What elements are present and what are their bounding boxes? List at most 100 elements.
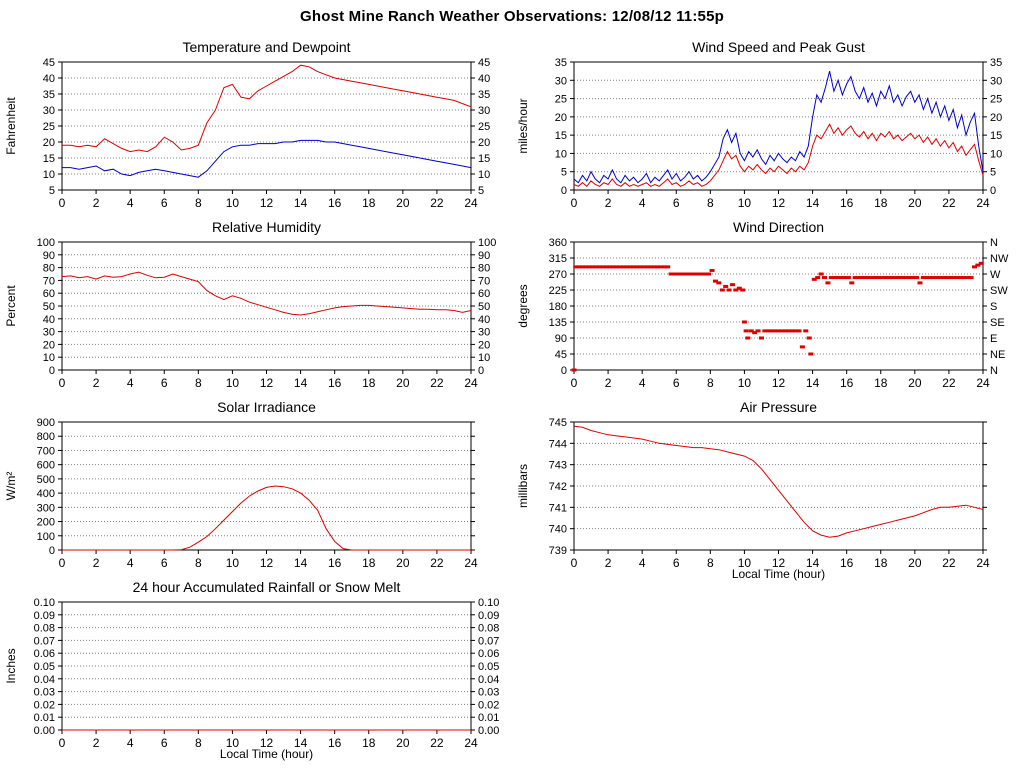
wind-direction-point xyxy=(702,272,708,276)
svg-text:0.09: 0.09 xyxy=(34,610,55,622)
wind-direction-point xyxy=(607,265,613,269)
svg-text:30: 30 xyxy=(990,75,1002,87)
svg-text:0: 0 xyxy=(561,365,567,377)
wind-direction-point xyxy=(593,265,599,269)
wind-direction-point xyxy=(675,272,681,276)
svg-text:10: 10 xyxy=(478,169,490,181)
svg-text:22: 22 xyxy=(430,196,444,210)
wind-direction-point xyxy=(893,276,899,280)
svg-text:20: 20 xyxy=(908,376,922,390)
wind-direction-point xyxy=(886,276,892,280)
svg-text:25: 25 xyxy=(990,94,1002,106)
svg-text:20: 20 xyxy=(990,112,1002,124)
svg-text:743: 743 xyxy=(549,460,567,472)
wind-direction-point xyxy=(620,265,626,269)
svg-text:80: 80 xyxy=(43,263,55,275)
y-axis-label: Percent xyxy=(4,285,18,327)
svg-text:4: 4 xyxy=(639,196,646,210)
svg-text:22: 22 xyxy=(942,556,956,570)
wind-direction-point xyxy=(655,265,661,269)
wind-direction-point xyxy=(699,272,705,276)
wind-direction-point xyxy=(961,276,967,280)
wind-direction-point xyxy=(752,331,758,335)
wind-direction-point xyxy=(832,276,838,280)
wind-direction-point xyxy=(968,276,974,280)
svg-text:40: 40 xyxy=(478,73,490,85)
wind-direction-point xyxy=(624,265,630,269)
wind-direction-point xyxy=(634,265,640,269)
wind-direction-point xyxy=(709,268,715,272)
wind-direction-point xyxy=(920,276,926,280)
svg-text:315: 315 xyxy=(549,253,567,265)
svg-text:14: 14 xyxy=(806,376,820,390)
svg-text:NE: NE xyxy=(990,349,1005,361)
wind-direction-point xyxy=(583,265,589,269)
svg-text:5: 5 xyxy=(478,185,484,197)
svg-text:20: 20 xyxy=(478,339,490,351)
svg-text:10: 10 xyxy=(43,169,55,181)
svg-text:0.05: 0.05 xyxy=(478,661,499,673)
wind-direction-point xyxy=(689,272,695,276)
wind-direction-point xyxy=(576,265,582,269)
svg-text:40: 40 xyxy=(43,73,55,85)
wind-direction-point xyxy=(651,265,657,269)
svg-text:8: 8 xyxy=(195,556,202,570)
wind-direction-point xyxy=(978,261,984,265)
svg-text:10: 10 xyxy=(990,148,1002,160)
svg-text:20: 20 xyxy=(396,196,410,210)
svg-text:16: 16 xyxy=(328,736,342,750)
wind-direction-point xyxy=(965,276,971,280)
svg-text:18: 18 xyxy=(874,196,888,210)
series-wind-speed xyxy=(573,123,984,188)
svg-text:18: 18 xyxy=(874,556,888,570)
svg-text:0.10: 0.10 xyxy=(34,597,55,609)
svg-text:0.05: 0.05 xyxy=(34,661,55,673)
svg-text:10: 10 xyxy=(43,352,55,364)
wind-direction-point xyxy=(890,276,896,280)
svg-text:739: 739 xyxy=(549,545,567,557)
wind-direction-point xyxy=(748,329,754,333)
wind-direction-point xyxy=(637,265,643,269)
svg-text:5: 5 xyxy=(49,185,55,197)
svg-text:30: 30 xyxy=(555,75,567,87)
svg-text:20: 20 xyxy=(908,196,922,210)
svg-text:0.04: 0.04 xyxy=(34,674,55,686)
chart-wind-speed-gust: Wind Speed and Peak Gust 0 0 5 5 10 10 15 15 20 20… xyxy=(512,36,1024,221)
svg-text:0.02: 0.02 xyxy=(478,699,499,711)
wind-direction-point xyxy=(842,276,848,280)
svg-text:35: 35 xyxy=(43,89,55,101)
svg-text:20: 20 xyxy=(908,556,922,570)
svg-text:90: 90 xyxy=(43,250,55,262)
svg-text:6: 6 xyxy=(161,556,168,570)
wind-direction-point xyxy=(631,265,637,269)
svg-text:14: 14 xyxy=(294,196,308,210)
svg-text:18: 18 xyxy=(362,556,376,570)
svg-text:20: 20 xyxy=(478,137,490,149)
svg-text:0.04: 0.04 xyxy=(478,674,499,686)
svg-text:16: 16 xyxy=(328,376,342,390)
svg-text:0: 0 xyxy=(571,556,578,570)
wind-direction-point xyxy=(811,277,817,281)
wind-direction-point xyxy=(716,281,722,285)
wind-direction-point xyxy=(883,276,889,280)
wind-direction-point xyxy=(975,263,981,267)
svg-text:15: 15 xyxy=(478,153,490,165)
svg-text:600: 600 xyxy=(37,460,55,472)
wind-direction-point xyxy=(610,265,616,269)
svg-text:0: 0 xyxy=(49,365,55,377)
svg-text:0.07: 0.07 xyxy=(478,635,499,647)
chart-title: Relative Humidity xyxy=(212,219,321,235)
svg-text:S: S xyxy=(990,301,997,313)
svg-text:35: 35 xyxy=(478,89,490,101)
wind-direction-point xyxy=(597,265,603,269)
wind-direction-point xyxy=(695,272,701,276)
wind-direction-point xyxy=(786,329,792,333)
wind-direction-point xyxy=(641,265,647,269)
chart-svg-rainfall: 24 hour Accumulated Rainfall or Snow Mel… xyxy=(4,579,499,761)
wind-direction-point xyxy=(627,265,633,269)
wind-direction-point xyxy=(776,329,781,333)
svg-text:25: 25 xyxy=(43,121,55,133)
wind-direction-point xyxy=(590,265,596,269)
